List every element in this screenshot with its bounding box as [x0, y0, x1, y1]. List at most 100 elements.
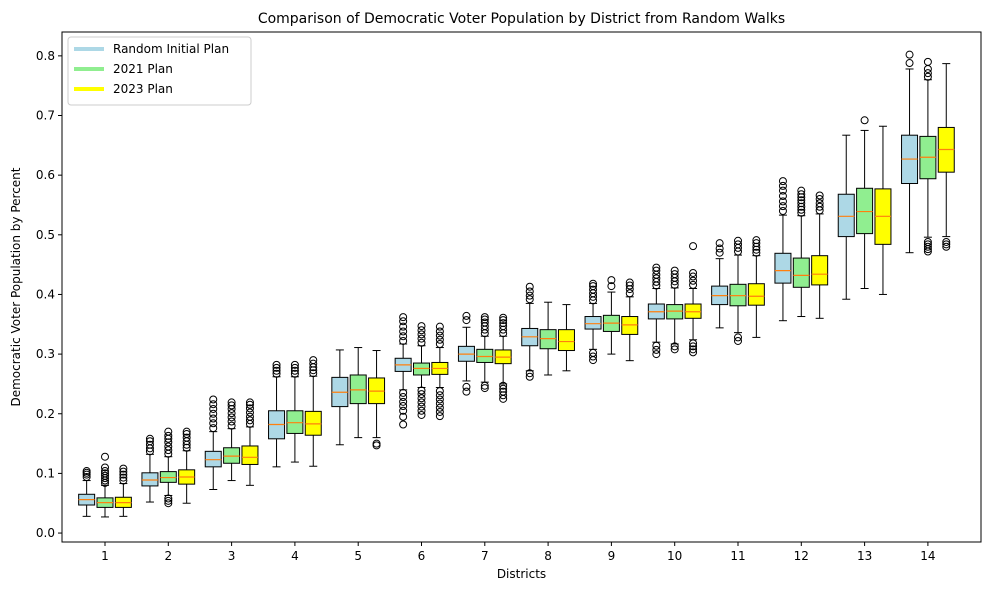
box — [837, 134, 855, 300]
outlier-point — [589, 285, 598, 294]
outlier-point — [778, 202, 787, 211]
outlier-point — [670, 270, 679, 279]
outlier-point — [82, 472, 91, 481]
outlier-point — [119, 467, 128, 476]
y-tick-label: 0.5 — [36, 228, 55, 242]
outlier-point — [272, 366, 281, 375]
outlier-point — [182, 433, 191, 442]
box — [268, 360, 286, 468]
outlier-point — [670, 345, 679, 354]
outlier-point — [435, 395, 444, 404]
outlier-point — [290, 360, 299, 369]
outlier-point — [689, 342, 698, 351]
outlier-point — [923, 72, 932, 81]
box — [331, 349, 349, 446]
outlier-point — [525, 291, 534, 300]
legend: Random Initial Plan 2021 Plan 2023 Plan — [67, 36, 252, 106]
outlier-point — [689, 280, 698, 289]
outlier-point — [227, 401, 236, 410]
outlier-point — [101, 452, 109, 461]
outlier-point — [182, 427, 191, 436]
outlier-point — [82, 467, 91, 476]
outlier-point — [480, 315, 489, 324]
outlier-point — [689, 276, 698, 285]
box-iqr — [811, 255, 829, 286]
outlier-point — [689, 268, 698, 277]
outlier-point — [417, 398, 426, 407]
outlier-point — [607, 276, 616, 285]
outlier-point — [480, 318, 489, 327]
outlier-point — [797, 196, 806, 205]
outlier-point — [209, 400, 218, 409]
outlier-point — [480, 313, 489, 322]
outlier-point — [164, 427, 173, 436]
outlier-point — [625, 278, 634, 287]
outlier-point — [209, 409, 218, 418]
x-axis: 1 2 3 4 5 6 7 8 9 10 11 12 13 14 — [101, 542, 936, 563]
outlier-point — [462, 316, 471, 325]
outlier-point — [245, 412, 254, 421]
y-tick-label: 0.8 — [36, 49, 55, 63]
outlier-point — [480, 381, 489, 390]
outlier-point — [245, 398, 254, 407]
outlier-point — [182, 430, 191, 439]
outlier-point — [525, 372, 534, 381]
box — [874, 125, 892, 295]
outlier-point — [245, 416, 254, 425]
outlier-point — [227, 413, 236, 422]
outlier-point — [923, 240, 932, 249]
outlier-point — [525, 282, 534, 291]
outlier-point — [417, 386, 426, 395]
box — [96, 452, 114, 518]
box — [539, 301, 557, 376]
outlier-point — [499, 316, 508, 325]
outlier-point — [435, 407, 444, 416]
outlier-point — [923, 69, 932, 78]
outlier-point — [752, 239, 761, 248]
series-1 — [96, 57, 937, 518]
x-tick-label: 8 — [544, 549, 552, 563]
x-axis-label: Districts — [497, 567, 546, 581]
box — [557, 304, 575, 372]
outlier-point — [417, 334, 426, 343]
outlier-point — [797, 186, 806, 195]
outlier-point — [689, 339, 698, 348]
outlier-point — [101, 471, 109, 480]
box — [711, 239, 729, 329]
outlier-point — [797, 199, 806, 208]
outlier-point — [399, 397, 408, 406]
box-iqr — [241, 445, 259, 465]
outlier-point — [525, 295, 534, 304]
box — [684, 242, 702, 357]
outlier-point — [417, 390, 426, 399]
outlier-point — [372, 439, 381, 448]
outlier-point — [860, 116, 869, 125]
y-tick-label: 0.7 — [36, 109, 55, 123]
x-tick-label: 11 — [730, 549, 745, 563]
box-iqr — [792, 257, 810, 288]
box — [394, 313, 412, 429]
box — [304, 356, 322, 467]
outlier-point — [942, 240, 951, 249]
box — [602, 276, 620, 355]
outlier-point — [715, 244, 724, 253]
outlier-point — [607, 282, 616, 291]
outlier-point — [589, 279, 598, 288]
x-tick-label: 12 — [794, 549, 809, 563]
outlier-point — [145, 437, 154, 446]
box-iqr — [837, 193, 855, 238]
y-tick-label: 0.4 — [36, 287, 55, 301]
x-tick-label: 3 — [228, 549, 236, 563]
outlier-point — [715, 239, 724, 248]
outlier-point — [399, 313, 408, 322]
outlier-point — [815, 195, 824, 204]
y-tick-label: 0.6 — [36, 168, 55, 182]
outlier-point — [209, 419, 218, 428]
outlier-point — [435, 391, 444, 400]
outlier-point — [435, 412, 444, 421]
box — [368, 350, 386, 450]
legend-frame — [67, 36, 252, 106]
box — [811, 191, 829, 319]
outlier-point — [435, 335, 444, 344]
